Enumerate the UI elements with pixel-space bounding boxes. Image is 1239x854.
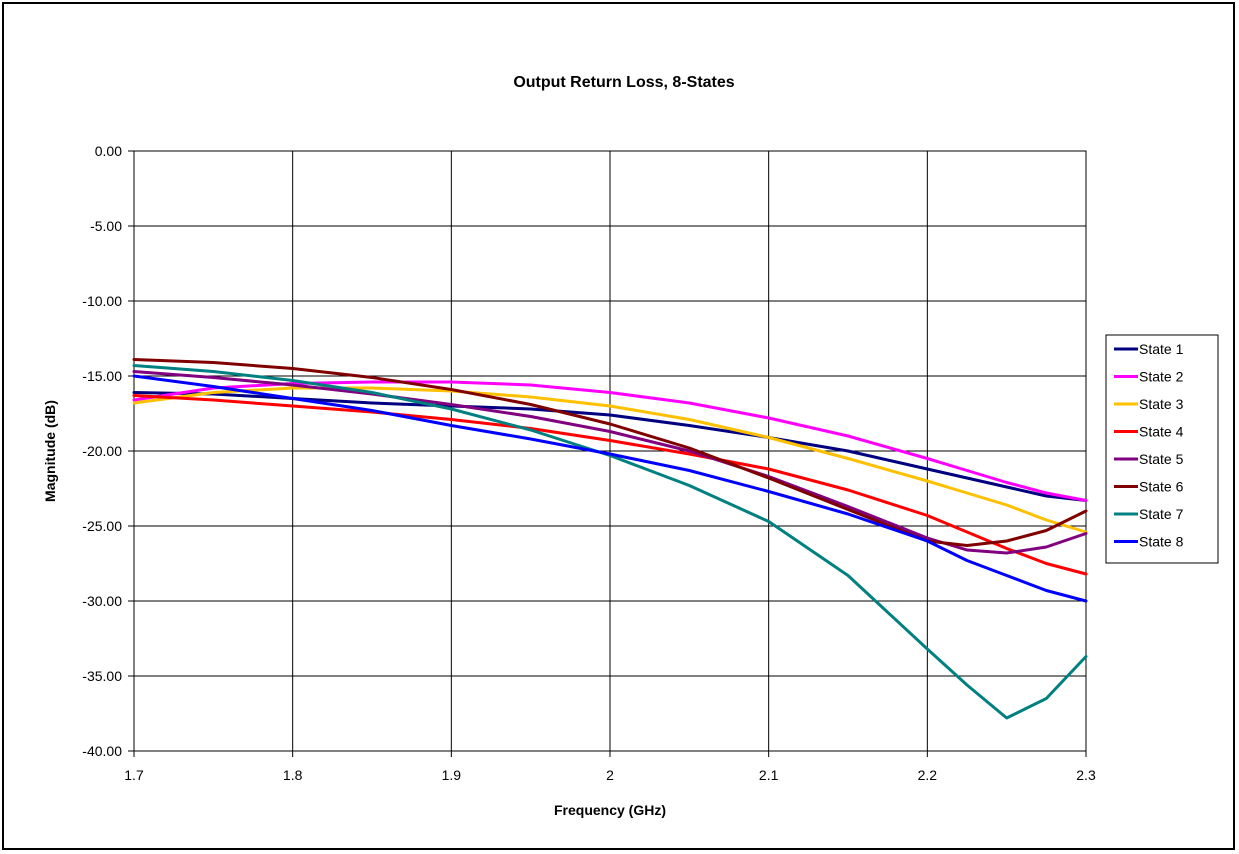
legend-label: State 5	[1139, 451, 1184, 467]
x-tick-label: 1.7	[124, 767, 144, 783]
y-axis-label: Magnitude (dB)	[42, 400, 58, 502]
y-tick-label: -35.00	[82, 668, 122, 684]
y-tick-label: -25.00	[82, 518, 122, 534]
legend-label: State 2	[1139, 369, 1184, 385]
series-lines	[132, 358, 1088, 720]
legend-label: State 6	[1139, 479, 1184, 495]
y-tick-label: -15.00	[82, 368, 122, 384]
x-tick-label: 1.9	[442, 767, 462, 783]
legend-box	[1105, 334, 1219, 564]
x-tick-label: 2	[606, 767, 614, 783]
x-tick-label: 2.3	[1076, 767, 1096, 783]
chart-title: Output Return Loss, 8-States	[513, 74, 734, 91]
series-line-7	[132, 364, 1088, 720]
x-axis-ticks: 1.7 1.8 1.9 2 2.1 2.2 2.3	[124, 751, 1096, 783]
y-tick-label: -5.00	[90, 218, 122, 234]
y-tick-label: 0.00	[95, 143, 122, 159]
y-tick-label: -10.00	[82, 293, 122, 309]
x-tick-label: 2.2	[918, 767, 938, 783]
y-tick-label: -20.00	[82, 443, 122, 459]
y-tick-label: -40.00	[82, 743, 122, 759]
series-line-6	[132, 358, 1088, 547]
x-axis-label: Frequency (GHz)	[554, 802, 666, 818]
series-line-1	[132, 391, 1088, 502]
legend-label: State 3	[1139, 396, 1184, 412]
legend-label: State 7	[1139, 506, 1184, 522]
y-axis-ticks: 0.00 -5.00 -10.00 -15.00 -20.00 -25.00 -30.00 -…	[82, 143, 134, 759]
x-tick-label: 2.1	[759, 767, 779, 783]
y-tick-label: -30.00	[82, 593, 122, 609]
x-tick-label: 1.8	[283, 767, 303, 783]
legend-label: State 8	[1139, 534, 1184, 550]
legend: State 1 State 2 State 3 State 4 State 5 State…	[1105, 334, 1219, 564]
series-line-5	[132, 370, 1088, 555]
legend-label: State 1	[1139, 341, 1184, 357]
series-line-8	[132, 374, 1088, 603]
legend-label: State 4	[1139, 424, 1184, 440]
